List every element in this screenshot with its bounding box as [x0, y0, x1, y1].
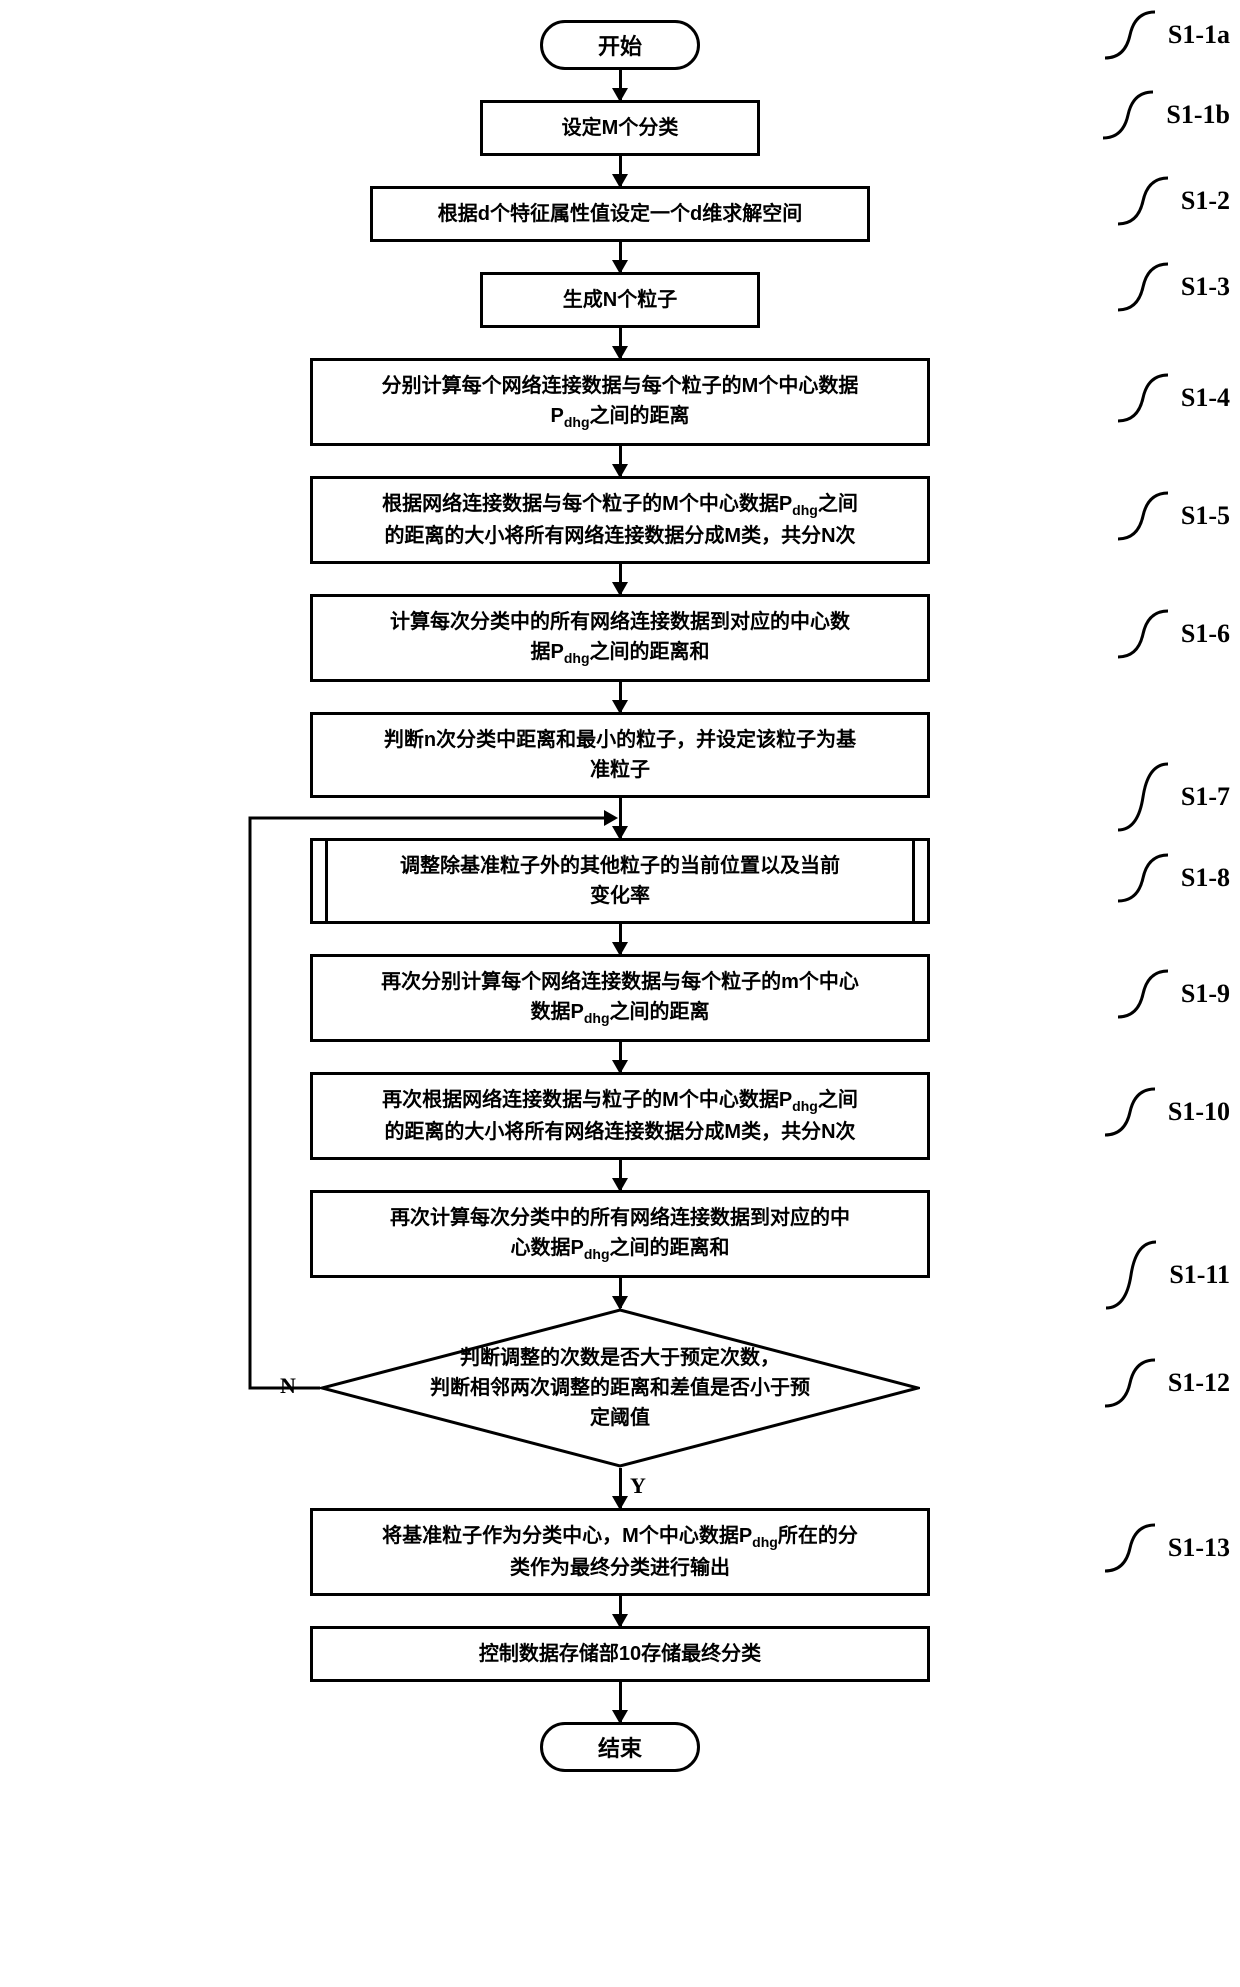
process-box: 再次分别计算每个网络连接数据与每个粒子的m个中心数据Pdhg之间的距离 — [310, 954, 930, 1042]
decision-text: 判断调整的次数是否大于预定次数，判断相邻两次调整的距离和差值是否小于预定阈值 — [430, 1343, 810, 1433]
step-s1-3: 分别计算每个网络连接数据与每个粒子的M个中心数据Pdhg之间的距离 S1-4 — [230, 358, 1010, 446]
step-id-text: S1-4 — [1181, 383, 1230, 413]
start-terminal: 开始 — [540, 20, 700, 70]
step-label-s1-3: S1-3 — [1113, 262, 1230, 312]
arrow-down — [619, 1682, 622, 1722]
step-id-text: S1-7 — [1181, 782, 1230, 812]
step-id-text: S1-6 — [1181, 619, 1230, 649]
connector-curve-icon — [1100, 1087, 1160, 1137]
step-label-s1-6: S1-6 — [1113, 609, 1230, 659]
arrow-down — [619, 924, 622, 954]
connector-curve-icon — [1113, 969, 1173, 1019]
connector-curve-icon — [1113, 262, 1173, 312]
connector-curve-icon — [1113, 762, 1173, 832]
step-s1-8: 再次分别计算每个网络连接数据与每个粒子的m个中心数据Pdhg之间的距离 S1-9 — [230, 954, 1010, 1042]
step-label-s1-4: S1-4 — [1113, 373, 1230, 423]
step-s1-1b: 根据d个特征属性值设定一个d维求解空间 S1-2 — [230, 186, 1010, 242]
connector-curve-icon — [1113, 853, 1173, 903]
step-id-text: S1-13 — [1168, 1533, 1230, 1563]
step-label-s1-8: S1-8 — [1113, 853, 1230, 903]
step-label-s1-7: S1-7 — [1113, 762, 1230, 832]
step-label-s1-2: S1-2 — [1113, 176, 1230, 226]
connector-curve-icon — [1113, 373, 1173, 423]
decision-diamond: 判断调整的次数是否大于预定次数，判断相邻两次调整的距离和差值是否小于预定阈值 — [320, 1308, 920, 1468]
connector-curve-icon — [1113, 491, 1173, 541]
step-s1-2: 生成N个粒子 S1-3 — [230, 272, 1010, 328]
arrow-down — [619, 564, 622, 594]
process-box: 再次根据网络连接数据与粒子的M个中心数据Pdhg之间的距离的大小将所有网络连接数… — [310, 1072, 930, 1160]
step-label-s1-1b: S1-1b — [1098, 90, 1230, 140]
process-box: 计算每次分类中的所有网络连接数据到对应的中心数据Pdhg之间的距离和 — [310, 594, 930, 682]
arrow-down — [619, 798, 622, 838]
process-box: 根据网络连接数据与每个粒子的M个中心数据Pdhg之间的距离的大小将所有网络连接数… — [310, 476, 930, 564]
step-s1-12: 将基准粒子作为分类中心，M个中心数据Pdhg所在的分类作为最终分类进行输出 S1… — [230, 1508, 1010, 1596]
arrow-down — [619, 1278, 622, 1308]
step-label-s1-11: S1-11 — [1101, 1240, 1230, 1310]
step-id-text: S1-3 — [1181, 272, 1230, 302]
step-id-text: S1-8 — [1181, 863, 1230, 893]
step-s1-11-decision: 判断调整的次数是否大于预定次数，判断相邻两次调整的距离和差值是否小于预定阈值 N… — [230, 1308, 1010, 1468]
arrow-down — [619, 70, 622, 100]
step-s1-7: 调整除基准粒子外的其他粒子的当前位置以及当前变化率 S1-8 — [230, 838, 1010, 924]
flowchart-container: 开始 S1-1a 设定M个分类 S1-1b 根据d个特征属性值设定一个d维求解空… — [230, 20, 1010, 1772]
subprocess-box: 调整除基准粒子外的其他粒子的当前位置以及当前变化率 — [310, 838, 930, 924]
end-terminal: 结束 — [540, 1722, 700, 1772]
arrow-down — [619, 1596, 622, 1626]
step-s1-4: 根据网络连接数据与每个粒子的M个中心数据Pdhg之间的距离的大小将所有网络连接数… — [230, 476, 1010, 564]
step-label-s1-10: S1-10 — [1100, 1087, 1230, 1137]
connector-curve-icon — [1101, 1240, 1161, 1310]
step-id-text: S1-2 — [1181, 186, 1230, 216]
step-label-s1-5: S1-5 — [1113, 491, 1230, 541]
step-s1-1a: 设定M个分类 S1-1b — [230, 100, 1010, 156]
step-s1-10: 再次计算每次分类中的所有网络连接数据到对应的中心数据Pdhg之间的距离和 S1-… — [230, 1190, 1010, 1278]
connector-curve-icon — [1100, 1358, 1160, 1408]
step-s1-9: 再次根据网络连接数据与粒子的M个中心数据Pdhg之间的距离的大小将所有网络连接数… — [230, 1072, 1010, 1160]
step-s1-13: 控制数据存储部10存储最终分类 — [230, 1626, 1010, 1682]
decision-no-label: N — [280, 1373, 296, 1399]
start-wrap: 开始 S1-1a — [230, 20, 1010, 70]
step-id-text: S1-10 — [1168, 1097, 1230, 1127]
step-s1-6: 判断n次分类中距离和最小的粒子，并设定该粒子为基准粒子 S1-7 — [230, 712, 1010, 798]
step-label-s1-1a: S1-1a — [1100, 10, 1230, 60]
process-box: 生成N个粒子 — [480, 272, 760, 328]
step-id-text: S1-11 — [1169, 1260, 1230, 1290]
arrow-down — [619, 156, 622, 186]
connector-curve-icon — [1098, 90, 1158, 140]
process-box: 控制数据存储部10存储最终分类 — [310, 1626, 930, 1682]
process-box: 分别计算每个网络连接数据与每个粒子的M个中心数据Pdhg之间的距离 — [310, 358, 930, 446]
step-s1-5: 计算每次分类中的所有网络连接数据到对应的中心数据Pdhg之间的距离和 S1-6 — [230, 594, 1010, 682]
decision-yes-label: Y — [630, 1473, 646, 1499]
connector-curve-icon — [1113, 176, 1173, 226]
arrow-down — [619, 328, 622, 358]
step-id-text: S1-1a — [1168, 20, 1230, 50]
step-label-s1-9: S1-9 — [1113, 969, 1230, 1019]
step-id-text: S1-9 — [1181, 979, 1230, 1009]
process-box: 再次计算每次分类中的所有网络连接数据到对应的中心数据Pdhg之间的距离和 — [310, 1190, 930, 1278]
process-box: 将基准粒子作为分类中心，M个中心数据Pdhg所在的分类作为最终分类进行输出 — [310, 1508, 930, 1596]
step-id-text: S1-12 — [1168, 1368, 1230, 1398]
arrow-down — [619, 446, 622, 476]
connector-curve-icon — [1113, 609, 1173, 659]
process-box: 设定M个分类 — [480, 100, 760, 156]
arrow-down — [619, 1160, 622, 1190]
arrow-down — [619, 1042, 622, 1072]
arrow-down — [619, 242, 622, 272]
step-id-text: S1-5 — [1181, 501, 1230, 531]
arrow-down — [619, 682, 622, 712]
connector-curve-icon — [1100, 10, 1160, 60]
arrow-down — [619, 1468, 622, 1508]
connector-curve-icon — [1100, 1523, 1160, 1573]
step-id-text: S1-1b — [1166, 100, 1230, 130]
step-label-s1-12: S1-12 — [1100, 1358, 1230, 1408]
process-box: 根据d个特征属性值设定一个d维求解空间 — [370, 186, 870, 242]
step-label-s1-13: S1-13 — [1100, 1523, 1230, 1573]
process-box: 判断n次分类中距离和最小的粒子，并设定该粒子为基准粒子 — [310, 712, 930, 798]
